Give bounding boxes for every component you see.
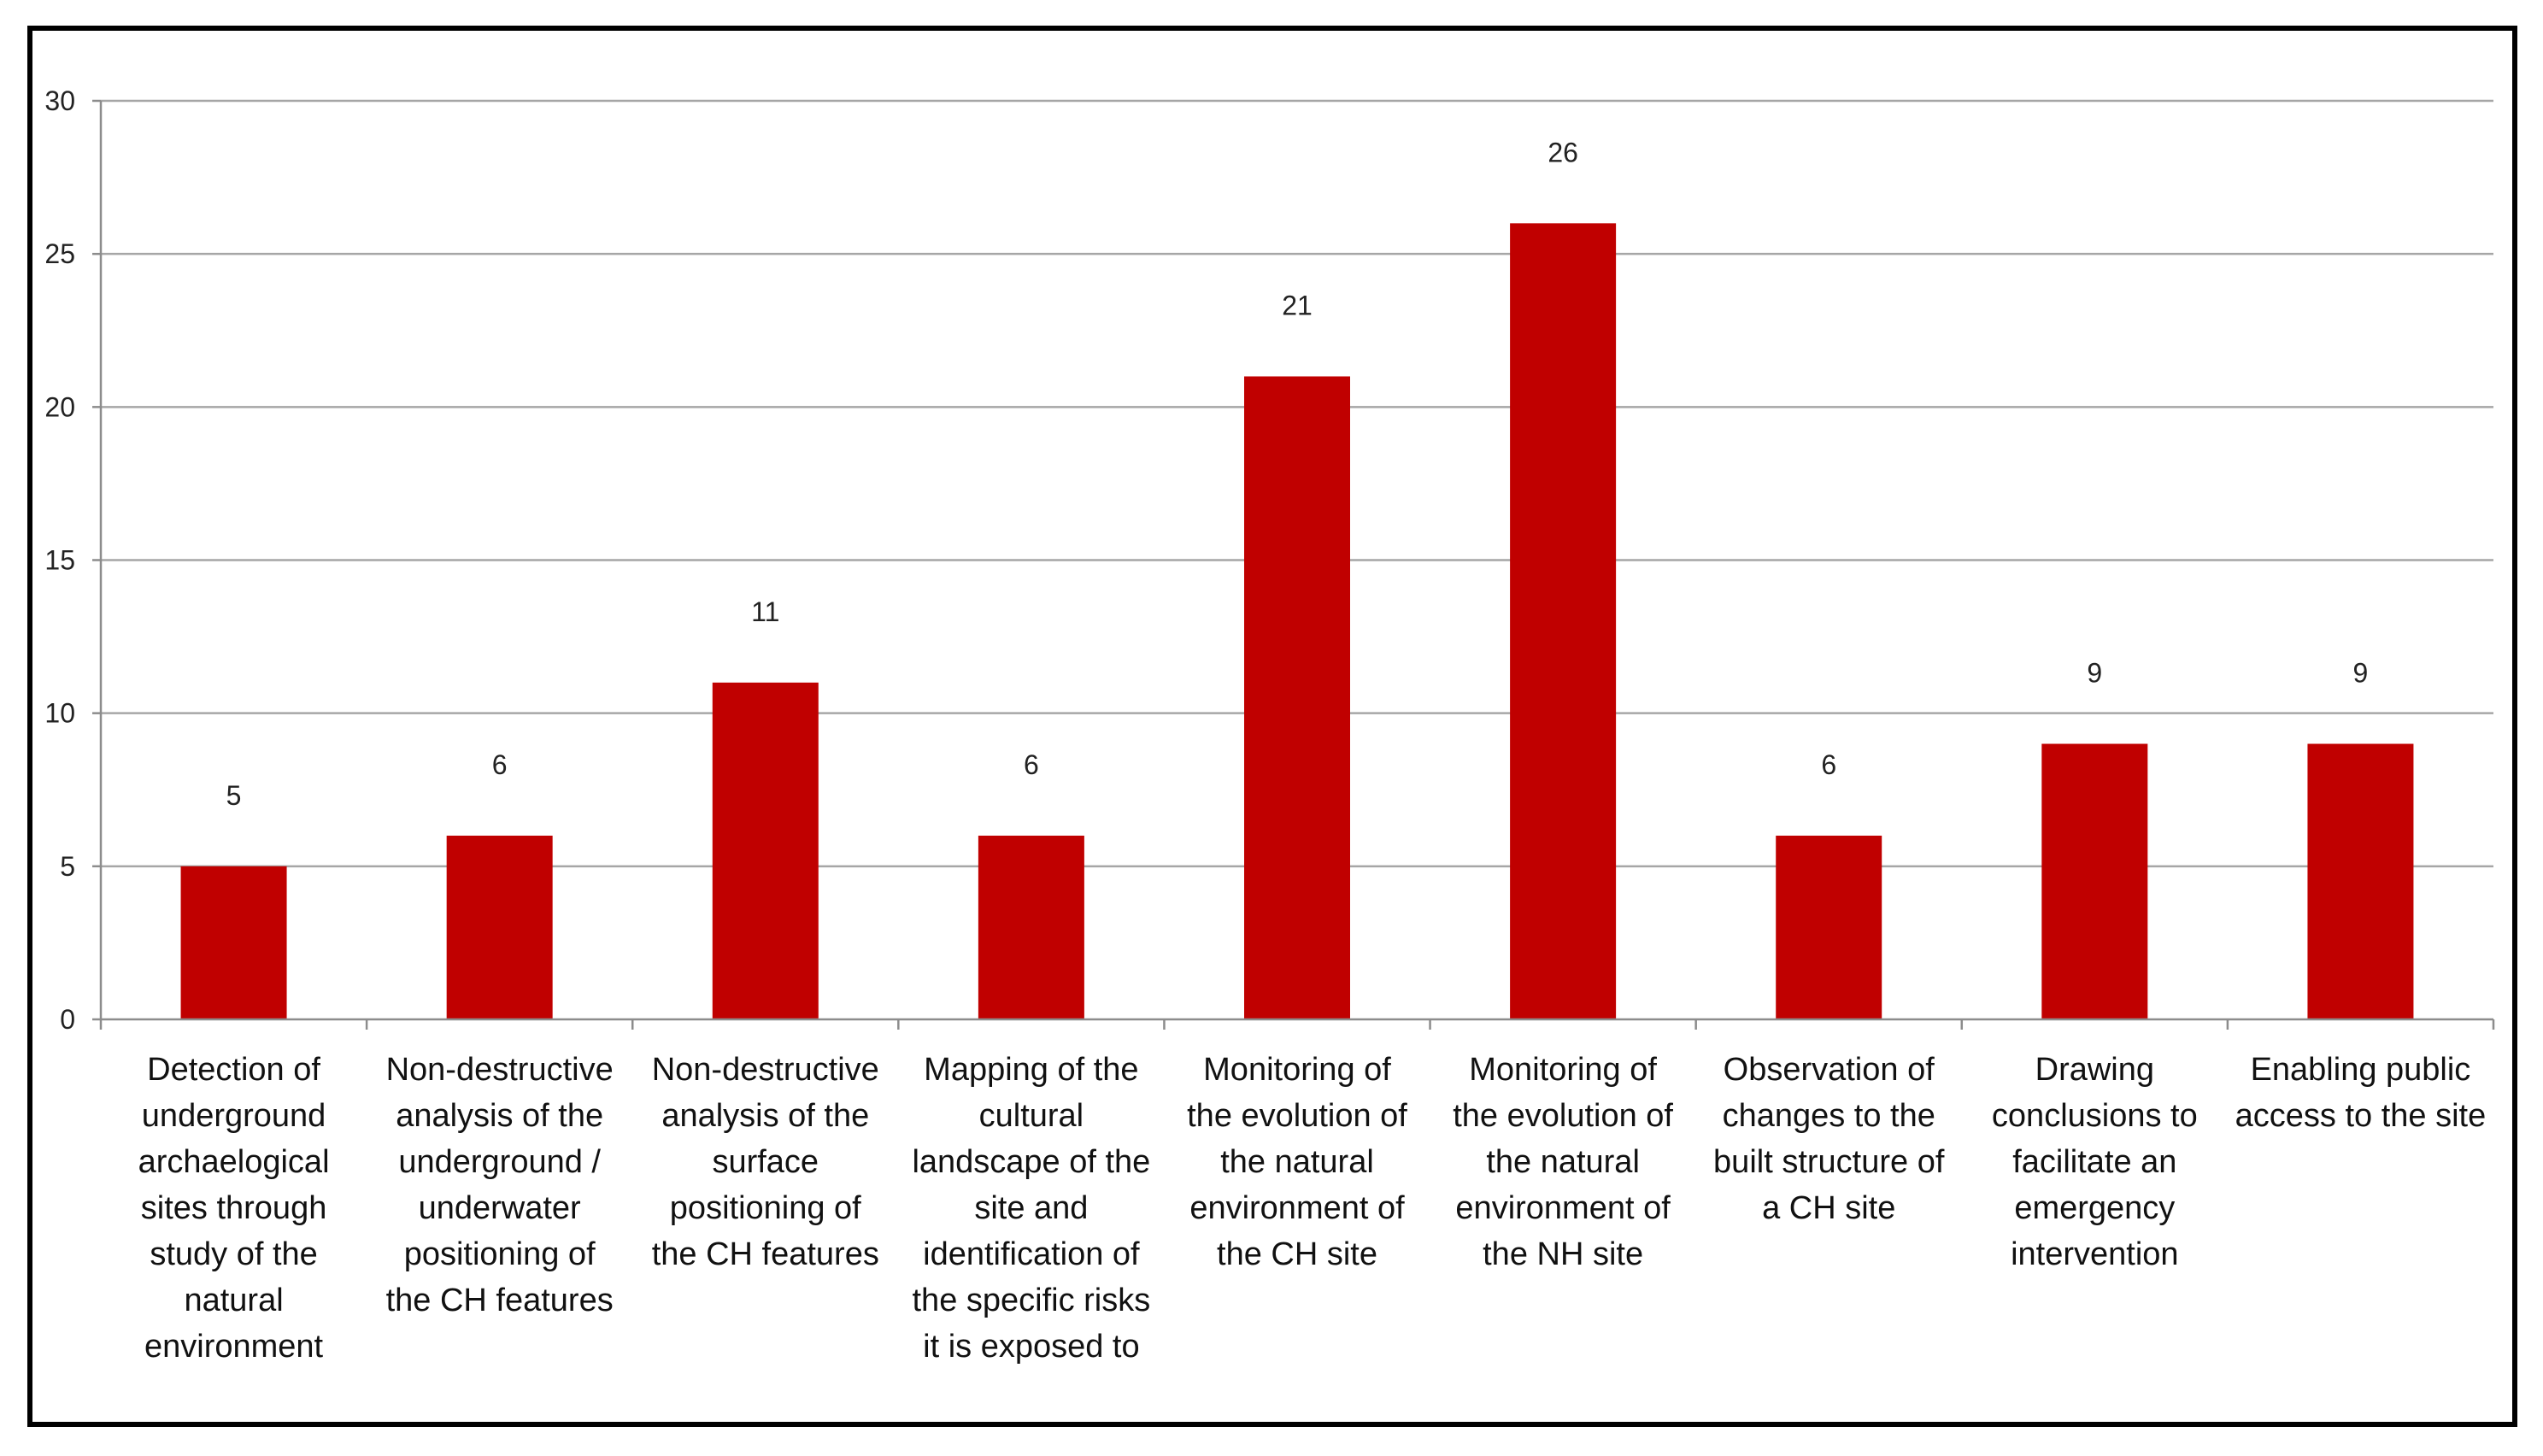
category-label-line: the specific risks <box>913 1283 1151 1318</box>
category-label-line: analysis of the <box>396 1098 603 1134</box>
bars <box>180 223 2414 1019</box>
category-label-line: environment of <box>1455 1190 1671 1226</box>
bar <box>1776 836 1882 1019</box>
category-label: Drawing conclusions to facilitate an emerge… <box>1992 1052 2198 1272</box>
category-label-line: surface <box>712 1144 819 1180</box>
y-tick-label: 20 <box>44 391 75 422</box>
data-label: 26 <box>1548 137 1578 167</box>
y-tick-label: 15 <box>44 545 75 576</box>
category-label-line: the natural <box>1220 1144 1374 1180</box>
data-label: 5 <box>226 780 242 811</box>
data-label: 21 <box>1282 291 1313 321</box>
data-label: 9 <box>2353 658 2369 689</box>
data-label: 6 <box>1024 749 1039 780</box>
category-label-line: Enabling public <box>2251 1052 2471 1088</box>
bar <box>712 682 819 1019</box>
category-label-line: Non-destructive <box>652 1052 879 1088</box>
data-label: 6 <box>492 749 508 780</box>
bar <box>1510 223 1617 1019</box>
category-label-line: Monitoring of <box>1203 1052 1391 1088</box>
bar <box>180 866 287 1019</box>
category-label-line: the natural <box>1486 1144 1640 1180</box>
category-label-line: site and <box>974 1190 1088 1226</box>
category-label-line: environment <box>144 1329 324 1365</box>
category-label-line: facilitate an <box>2012 1144 2176 1180</box>
y-tick-label: 0 <box>60 1004 75 1035</box>
data-label: 9 <box>2087 658 2102 689</box>
category-label: Monitoring of the evolution of the natural… <box>1453 1052 1673 1272</box>
data-label: 6 <box>1821 749 1836 780</box>
category-label: Non-destructive analysis of the surface pos… <box>652 1052 879 1272</box>
category-label: Mapping of the cultural landscape of the si… <box>912 1052 1150 1365</box>
category-label-line: a CH site <box>1762 1190 1895 1226</box>
category-label-line: changes to the <box>1723 1098 1935 1134</box>
bar <box>2307 743 2414 1019</box>
category-label-line: Monitoring of <box>1469 1052 1657 1088</box>
category-label-line: the CH site <box>1217 1236 1377 1272</box>
category-label-line: archaelogical <box>138 1144 330 1180</box>
bar <box>2041 743 2148 1019</box>
category-label-line: natural <box>184 1283 283 1318</box>
data-label: 11 <box>751 596 779 627</box>
category-label-line: the evolution of <box>1453 1098 1673 1134</box>
y-tick-label: 30 <box>44 85 75 116</box>
category-label-line: emergency <box>2014 1190 2175 1226</box>
category-label: Observation of changes to the built struct… <box>1713 1052 1945 1226</box>
category-label-line: the CH features <box>652 1236 879 1272</box>
category-label-line: it is exposed to <box>923 1329 1139 1365</box>
y-tick-label: 25 <box>44 238 75 269</box>
category-label: Monitoring of the evolution of the natural… <box>1187 1052 1407 1272</box>
category-label-line: intervention <box>2011 1236 2178 1272</box>
category-label: Detection of underground archaelogical site… <box>138 1052 330 1365</box>
bar <box>978 836 1084 1019</box>
category-label-line: landscape of the <box>912 1144 1150 1180</box>
category-label-line: the evolution of <box>1187 1098 1407 1134</box>
category-label-line: underground <box>142 1098 326 1134</box>
category-label-line: conclusions to <box>1992 1098 2198 1134</box>
category-label: Non-destructive analysis of the undergroun… <box>386 1052 614 1318</box>
category-label-line: access to the site <box>2235 1098 2487 1134</box>
y-tick-label: 10 <box>44 698 75 729</box>
bar <box>1244 376 1350 1019</box>
category-label-line: the NH site <box>1483 1236 1643 1272</box>
category-label-line: analysis of the <box>661 1098 869 1134</box>
category-label-line: study of the <box>150 1236 317 1272</box>
category-label-line: underwater <box>419 1190 581 1226</box>
axes <box>92 99 2495 1030</box>
category-label-line: built structure of <box>1713 1144 1945 1180</box>
category-label-line: positioning of <box>670 1190 861 1226</box>
category-label-line: Observation of <box>1724 1052 1935 1088</box>
category-label-line: Mapping of the <box>924 1052 1138 1088</box>
category-label-line: identification of <box>923 1236 1140 1272</box>
y-tick-label: 5 <box>60 851 75 882</box>
category-label-line: sites through <box>141 1190 327 1226</box>
category-label-line: Detection of <box>147 1052 320 1088</box>
category-label-line: underground / <box>398 1144 601 1180</box>
category-label: Enabling public access to the site <box>2235 1052 2487 1134</box>
category-label-line: cultural <box>979 1098 1084 1134</box>
category-label-line: Non-destructive <box>386 1052 614 1088</box>
bar <box>446 836 553 1019</box>
category-label-line: Drawing <box>2035 1052 2154 1088</box>
category-label-line: positioning of <box>404 1236 596 1272</box>
category-label-line: environment of <box>1189 1190 1405 1226</box>
category-label-line: the CH features <box>386 1283 614 1318</box>
labels: 0 5 10 15 20 25 30 5 Detection of underground arch… <box>44 85 2486 1365</box>
